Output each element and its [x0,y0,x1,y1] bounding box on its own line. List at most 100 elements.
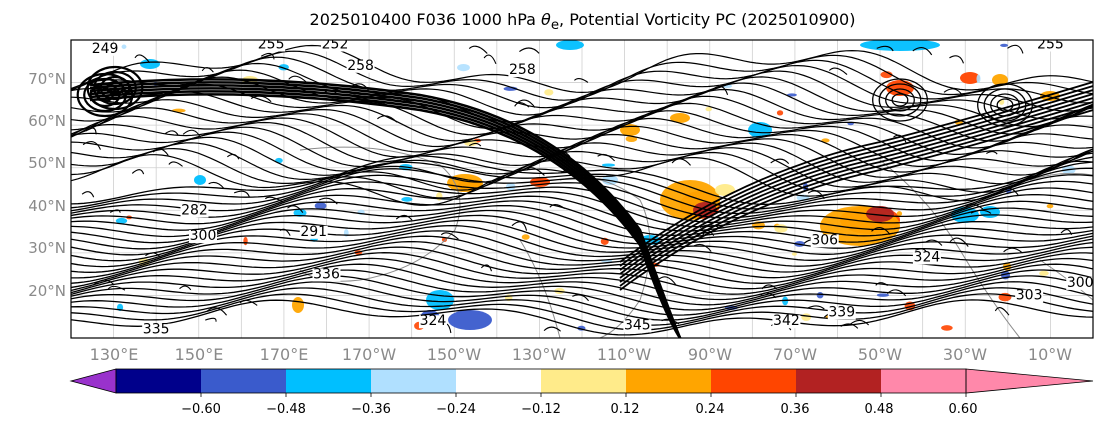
theta-e-small-contour [134,54,151,64]
theta-e-contour [71,281,1093,321]
theta-e-small-contour [806,305,825,310]
theta-e-small-contour [949,237,969,247]
frontal-contour [619,105,1093,287]
contour-label-bg [623,319,652,333]
theta-e-small-contour [912,47,933,56]
theta-e-small-contour [514,102,530,108]
theta-e-small-contour [468,142,482,147]
pv-patch [715,184,735,196]
theta-e-small-contour [994,307,1010,316]
colorbar-segment [201,369,286,393]
theta-e-contour [71,194,1093,232]
theta-e-contour [71,209,1093,250]
theta-e-small-contour [871,227,891,235]
lon-label: 10°W [1027,345,1073,364]
theta-e-small-contour [201,67,214,73]
theta-e-small-contour [205,317,217,322]
colorbar-segment [626,369,711,393]
theta-e-contour [71,76,1093,130]
theta-e-contour [71,269,1093,311]
title-prefix: 2025010400 F036 1000 hPa [309,10,542,29]
theta-e-small-contour [85,127,97,135]
frontal-contour [619,81,1093,263]
title-suffix: , Potential Vorticity PC (2025010900) [559,10,856,29]
theta-e-contour [71,147,1093,199]
colorbar-tick-label: 0.12 [610,402,640,417]
contour-labels: 249 255 252 258 258 255 282 300 291 336 306 324 339 3… [91,37,1093,338]
lon-label: 130°W [511,345,567,364]
theta-e-small-contour [1060,229,1073,235]
contour-label-bg [1015,289,1044,303]
frontal-contour [619,101,1093,283]
theta-e-contour [71,69,1093,123]
theta-e-small-contour [519,47,540,54]
theta-e-contour [71,187,1093,228]
theta-e-contour [71,224,1093,268]
contour-label: 303 [1016,288,1043,304]
theta-e-small-contour [761,284,778,290]
pv-speck [314,202,327,210]
contour-label: 324 [420,313,447,329]
theta-e-contour [71,174,1093,219]
theta-e-small-contour [702,229,715,237]
theta-e-closed-contour [977,83,1033,127]
contour-label-bg [827,306,856,320]
theta-e-small-contour [549,204,565,210]
theta-e-small-contour [760,292,777,299]
theta-e-closed-contour [885,88,915,112]
contour-label-bg [1066,276,1093,290]
theta-e-small-contour [164,130,179,136]
contour-label: 345 [624,317,651,333]
theta-e-small-contour [699,224,720,229]
theta-e-small-contour [693,243,712,252]
lon-label: 110°W [596,345,652,364]
theta-e-closed-contour [872,78,928,122]
pv-speck [1000,43,1009,47]
theta-e-small-contour [264,196,284,203]
theta-e-small-contour [526,167,545,176]
coastline [1029,172,1093,181]
pv-speck [801,313,812,322]
contour-label-bg [257,40,286,52]
pv-speck [521,234,530,240]
pv-speck [880,71,893,79]
theta-e-small-contour [107,285,126,291]
lat-label: 40°N [28,197,66,215]
pv-speck [243,236,248,246]
pv-patch [448,310,492,330]
colorbar-tick-label: −0.36 [351,402,391,417]
lon-label: 150°W [426,345,482,364]
lat-label: 30°N [28,239,66,257]
theta-e-closed-contour [89,82,121,108]
theta-e-contour [71,293,1093,331]
theta-e-closed-contour [99,75,131,101]
pv-speck [457,63,470,72]
theta-e-small-contour [351,83,369,91]
pv-speck [776,110,784,116]
theta-e-closed-contour [878,83,922,117]
contour-label-bg [912,251,941,265]
contour-label: 252 [322,37,349,53]
theta-e-small-contour [925,239,943,246]
contour-label: 258 [347,58,374,74]
pv-speck [401,197,413,202]
theta-e-small-contour [233,190,250,197]
colorbar-segment [116,369,201,393]
theta-e-small-contour [511,221,528,231]
contour-label: 306 [811,232,838,248]
contour-label: 342 [773,313,800,329]
theta-e-small-contour [250,95,272,103]
theta-e-small-contour [440,232,459,240]
colorbar-segment [541,369,626,393]
contour-label-bg [418,315,447,329]
lat-label: 20°N [28,282,66,300]
theta-e-small-contour [711,85,729,95]
theta-e-small-contour [395,214,413,221]
contour-label: 282 [181,203,208,219]
theta-e-contour [71,88,1093,142]
colorbar [69,368,1094,397]
pv-speck [976,74,981,83]
theta-e-contour [71,204,1093,244]
pv-speck [786,93,797,97]
theta-e-small-contour [131,169,145,175]
